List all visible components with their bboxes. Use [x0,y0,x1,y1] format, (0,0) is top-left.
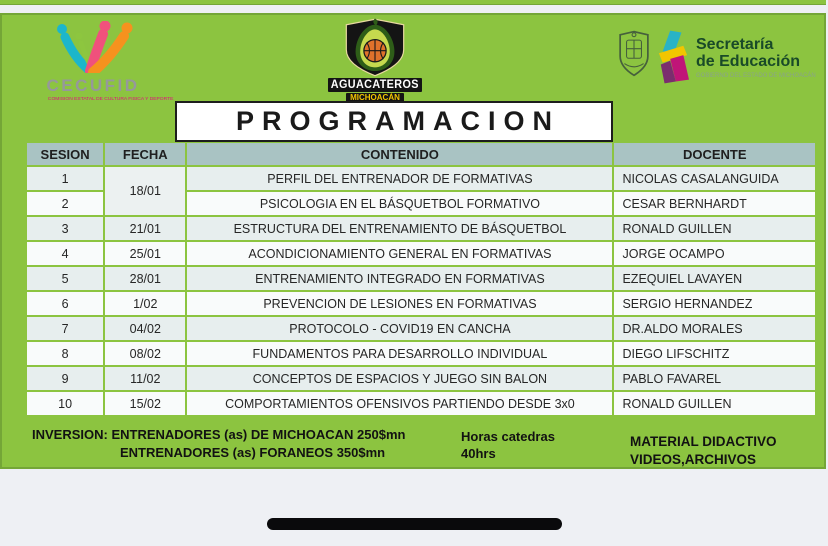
cell-fecha: 28/01 [105,267,186,290]
cell-sesion: 1 [27,167,104,190]
table-row: 3 21/01 ESTRUCTURA DEL ENTRENAMIENTO DE … [27,217,815,240]
secretaria-line2: de Educación [696,53,801,70]
cell-sesion: 2 [27,192,104,215]
horas-line2: 40hrs [461,446,496,461]
cell-docente: DIEGO LIFSCHITZ [614,342,815,365]
cell-docente: RONALD GUILLEN [614,392,815,415]
table-row: 7 04/02 PROTOCOLO - COVID19 EN CANCHA DR… [27,317,815,340]
cecufid-tagline: COMISION ESTATAL DE CULTURA FISICA Y DEP… [47,96,174,102]
cell-docente: SERGIO HERNANDEZ [614,292,815,315]
material-line2: VIDEOS,ARCHIVOS [630,452,757,467]
cell-fecha-merged: 18/01 [105,167,186,215]
table-row: 2 PSICOLOGIA EN EL BÁSQUETBOL FORMATIVO … [27,192,815,215]
table-row: 8 08/02 FUNDAMENTOS PARA DESARROLLO INDI… [27,342,815,365]
cell-contenido: COMPORTAMIENTOS OFENSIVOS PARTIENDO DESD… [187,392,613,415]
horas-line1: Horas catedras [461,429,555,444]
table-row: 6 1/02 PREVENCION DE LESIONES EN FORMATI… [27,292,815,315]
aguacateros-crest-icon [345,18,405,77]
title-banner: PROGRAMACION [175,101,613,142]
cecufid-wordmark: CECUFID [46,76,140,95]
education-k-mark-icon [658,30,689,84]
cell-docente: JORGE OCAMPO [614,242,815,265]
cell-fecha: 11/02 [105,367,186,390]
cell-sesion: 5 [27,267,104,290]
aguacateros-subtitle: MICHOACÁN [346,93,404,103]
secretaria-line1: Secretaría [696,36,774,53]
cell-fecha: 08/02 [105,342,186,365]
cecufid-figures-icon [57,20,133,77]
cell-fecha: 1/02 [105,292,186,315]
cell-fecha: 04/02 [105,317,186,340]
inversion-line2: ENTRENADORES (as) FORANEOS 350$mn [120,445,386,460]
table-row: 5 28/01 ENTRENAMIENTO INTEGRADO EN FORMA… [27,267,815,290]
home-indicator[interactable] [267,518,562,530]
horas-note: Horas catedras 40hrs [461,428,555,462]
cell-contenido: PROTOCOLO - COVID19 EN CANCHA [187,317,613,340]
header-contenido: CONTENIDO [187,143,613,165]
table-row: 1 18/01 PERFIL DEL ENTRENADOR DE FORMATI… [27,167,815,215]
page-title: PROGRAMACION [236,106,560,136]
material-line1: MATERIAL DIDACTIVO [630,434,777,449]
cell-docente: RONALD GUILLEN [614,217,815,240]
cell-docente: DR.ALDO MORALES [614,317,815,340]
cell-sesion: 6 [27,292,104,315]
table-row: 9 11/02 CONCEPTOS DE ESPACIOS Y JUEGO SI… [27,367,815,390]
previous-page-edge [0,0,826,5]
table-row: 4 25/01 ACONDICIONAMIENTO GENERAL EN FOR… [27,242,815,265]
cell-contenido: FUNDAMENTOS PARA DESARROLLO INDIVIDUAL [187,342,613,365]
cell-sesion: 4 [27,242,104,265]
secretaria-logo: Secretaría de Educación GOBIERNO DEL EST… [618,30,816,84]
table-row: 10 15/02 COMPORTAMIENTOS OFENSIVOS PARTI… [27,392,815,415]
header-sesion: SESION [27,143,104,165]
schedule-table: SESION FECHA CONTENIDO DOCENTE 1 18/01 P… [25,141,817,417]
cell-sesion: 3 [27,217,104,240]
inversion-line1: INVERSION: ENTRENADORES (as) DE MICHOACA… [32,427,406,442]
cell-contenido: PSICOLOGIA EN EL BÁSQUETBOL FORMATIVO [187,192,613,215]
cell-contenido: ENTRENAMIENTO INTEGRADO EN FORMATIVAS [187,267,613,290]
program-slide: CECUFID COMISION ESTATAL DE CULTURA FISI… [0,13,826,469]
aguacateros-wordmark: AGUACATEROS [328,78,422,92]
cecufid-logo: CECUFID COMISION ESTATAL DE CULTURA FISI… [38,20,174,102]
cell-contenido: PERFIL DEL ENTRENADOR DE FORMATIVAS [187,167,613,190]
cell-sesion: 7 [27,317,104,340]
material-note: MATERIAL DIDACTIVO VIDEOS,ARCHIVOS [630,433,777,469]
aguacateros-logo: AGUACATEROS MICHOACÁN [328,16,422,103]
inversion-note: INVERSION: ENTRENADORES (as) DE MICHOACA… [32,426,405,462]
cell-fecha: 21/01 [105,217,186,240]
cell-docente: CESAR BERNHARDT [614,192,815,215]
header-fecha: FECHA [105,143,186,165]
secretaria-subline: GOBIERNO DEL ESTADO DE MICHOACÁN [696,73,816,79]
cell-sesion: 10 [27,392,104,415]
cell-sesion: 9 [27,367,104,390]
cell-docente: PABLO FAVAREL [614,367,815,390]
cell-fecha: 15/02 [105,392,186,415]
cell-contenido: ACONDICIONAMIENTO GENERAL EN FORMATIVAS [187,242,613,265]
cell-contenido: ESTRUCTURA DEL ENTRENAMIENTO DE BÁSQUETB… [187,217,613,240]
header-docente: DOCENTE [614,143,815,165]
cell-contenido: CONCEPTOS DE ESPACIOS Y JUEGO SIN BALON [187,367,613,390]
cell-docente: EZEQUIEL LAVAYEN [614,267,815,290]
cell-docente: NICOLAS CASALANGUIDA [614,167,815,190]
state-shield-icon [619,30,649,77]
table-header-row: SESION FECHA CONTENIDO DOCENTE [27,143,815,165]
cell-fecha: 25/01 [105,242,186,265]
cell-contenido: PREVENCION DE LESIONES EN FORMATIVAS [187,292,613,315]
cell-sesion: 8 [27,342,104,365]
